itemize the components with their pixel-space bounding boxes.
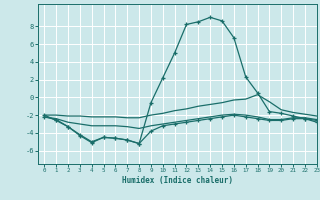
X-axis label: Humidex (Indice chaleur): Humidex (Indice chaleur) — [122, 176, 233, 185]
